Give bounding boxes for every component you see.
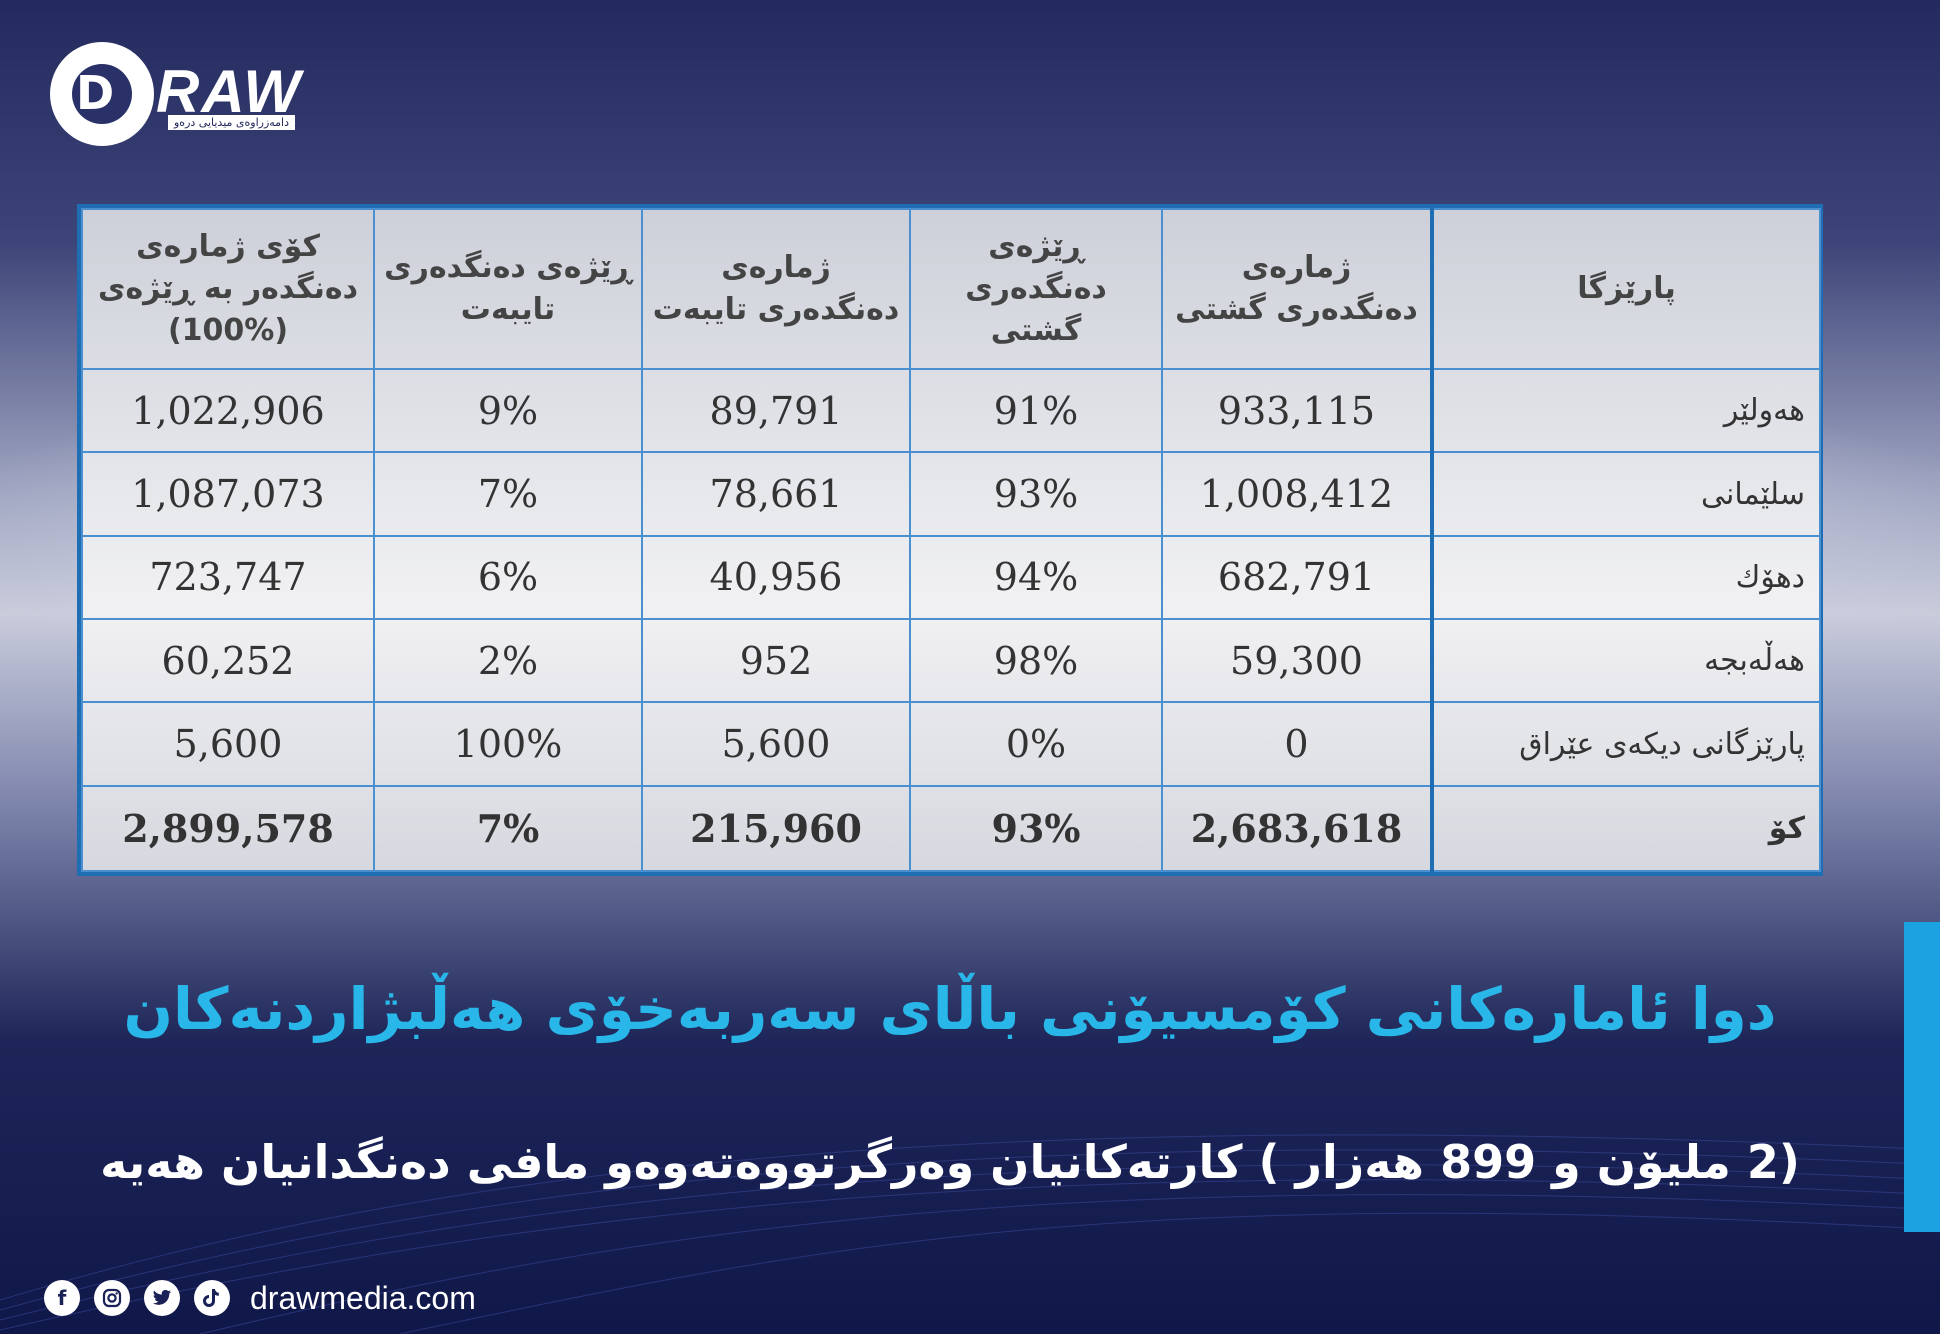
header-special-voters: ژمارەی دەنگدەری تایبەت — [641, 208, 911, 370]
header-total: كۆی ژمارەی دەنگدەر بە ڕێژەی (%100) — [81, 208, 375, 370]
logo-letter: D — [76, 66, 115, 120]
logo-word: RAW — [156, 58, 302, 125]
cell-party: پارێزگانی دیكەی عێراق — [1430, 701, 1821, 787]
cell-general-ratio: 91% — [909, 367, 1163, 454]
table-row: 60,252 2% 952 98% 59,300 هەڵەبجە — [81, 618, 1821, 704]
table-header-row: كۆی ژمارەی دەنگدەر بە ڕێژەی (%100) ڕێژەی… — [81, 208, 1821, 370]
table-row: 1,087,073 7% 78,661 93% 1,008,412 سلێمان… — [81, 451, 1821, 537]
cell-special-ratio: 2% — [373, 618, 643, 704]
twitter-icon[interactable] — [144, 1280, 180, 1316]
table-row: 5,600 100% 5,600 0% 0 پارێزگانی دیكەی عێ… — [81, 701, 1821, 787]
cell-total: 5,600 — [81, 701, 375, 787]
table-total-row: 2,899,578 7% 215,960 93% 2,683,618 كۆ — [81, 784, 1821, 873]
website-link[interactable]: drawmedia.com — [250, 1279, 476, 1316]
cell-special-ratio: 7% — [373, 451, 643, 537]
cell-general-ratio: 93% — [909, 451, 1163, 537]
cell-special: 78,661 — [641, 451, 911, 537]
cell-total: 60,252 — [81, 618, 375, 704]
cell-general: 2,683,618 — [1161, 784, 1433, 873]
cell-general-ratio: 0% — [909, 701, 1163, 787]
footer: f drawmedia.com — [44, 1278, 476, 1318]
cell-party: سلێمانی — [1430, 451, 1821, 537]
cell-special: 89,791 — [641, 367, 911, 454]
logo-tagline: دامەزراوەی میدیایی درەو — [168, 115, 296, 130]
table-row: 723,747 6% 40,956 94% 682,791 دهۆك — [81, 534, 1821, 621]
cell-special: 40,956 — [641, 534, 911, 621]
cell-special-ratio: 7% — [373, 784, 643, 873]
cell-party: دهۆك — [1430, 534, 1821, 621]
cell-general: 682,791 — [1161, 534, 1433, 621]
tiktok-icon[interactable] — [194, 1280, 230, 1316]
cell-total: 723,747 — [81, 534, 375, 621]
facebook-icon[interactable]: f — [44, 1280, 80, 1316]
cell-party: كۆ — [1430, 784, 1821, 873]
cell-party: هەڵەبجە — [1430, 618, 1821, 704]
logo-ring — [50, 42, 154, 146]
cell-general-ratio: 94% — [909, 534, 1163, 621]
cell-special: 952 — [641, 618, 911, 704]
cell-general-ratio: 93% — [909, 784, 1163, 873]
headline: دوا ئامارەكانی كۆمسیۆنی باڵای سەربەخۆی ه… — [123, 975, 1777, 1043]
header-general-voters: ژمارەی دەنگدەری گشتی — [1161, 208, 1433, 370]
cell-general: 933,115 — [1161, 367, 1433, 454]
draw-logo: D RAW دامەزراوەی میدیایی درەو — [50, 42, 350, 152]
header-party: پارێزگا — [1430, 208, 1821, 370]
cell-general-ratio: 98% — [909, 618, 1163, 704]
table-row: 1,022,906 9% 89,791 91% 933,115 هەولێر — [81, 367, 1821, 454]
cell-special-ratio: 100% — [373, 701, 643, 787]
cell-total: 1,087,073 — [81, 451, 375, 537]
subline: (2 ملیۆن و 899 هەزار ) كارتەكانیان وەرگر… — [100, 1135, 1800, 1189]
cell-total: 2,899,578 — [81, 784, 375, 873]
cell-total: 1,022,906 — [81, 367, 375, 454]
cell-general: 1,008,412 — [1161, 451, 1433, 537]
cell-special-ratio: 9% — [373, 367, 643, 454]
cell-general: 59,300 — [1161, 618, 1433, 704]
cell-special: 5,600 — [641, 701, 911, 787]
results-table: كۆی ژمارەی دەنگدەر بە ڕێژەی (%100) ڕێژەی… — [77, 204, 1823, 876]
cell-special-ratio: 6% — [373, 534, 643, 621]
accent-bar — [1904, 922, 1940, 1232]
instagram-icon[interactable] — [94, 1280, 130, 1316]
header-special-ratio: ڕێژەی دەنگدەری تایبەت — [373, 208, 643, 370]
cell-special: 215,960 — [641, 784, 911, 873]
cell-party: هەولێر — [1430, 367, 1821, 454]
header-general-ratio: ڕێژەی دەنگدەری گشتی — [909, 208, 1163, 370]
cell-general: 0 — [1161, 701, 1433, 787]
